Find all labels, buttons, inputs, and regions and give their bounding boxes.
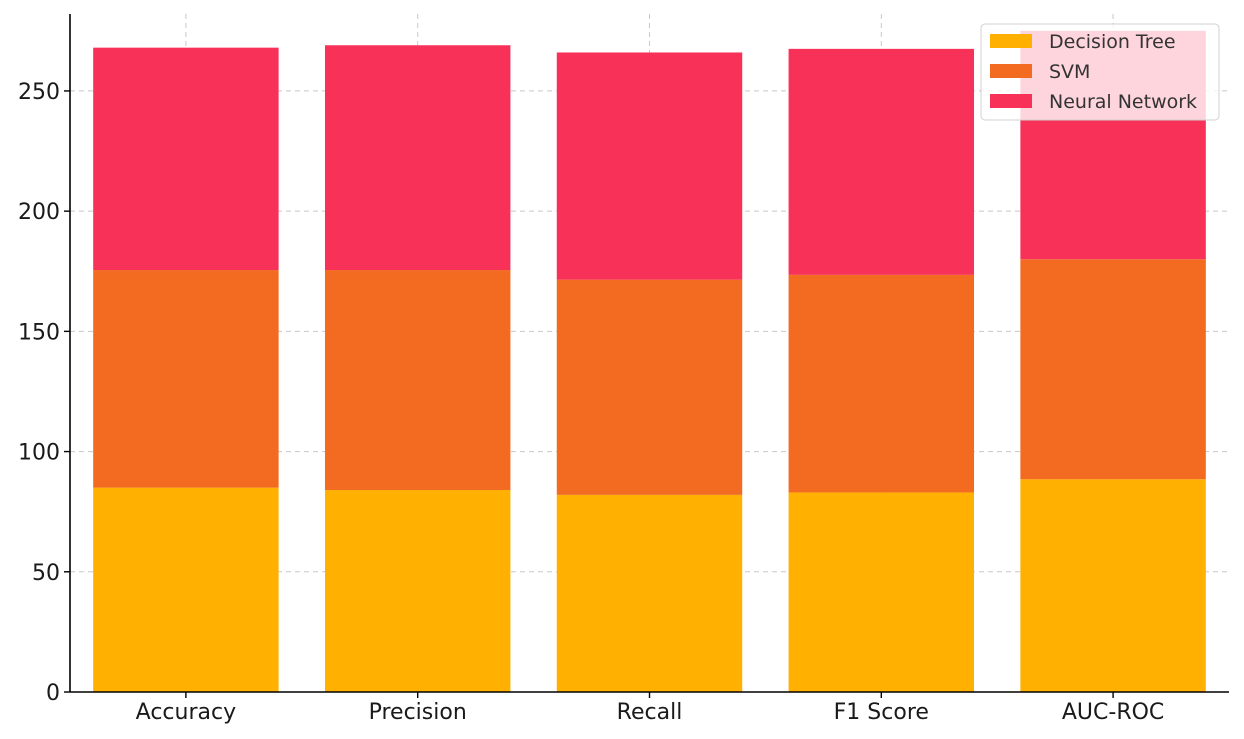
legend-swatch-decision-tree: [990, 34, 1032, 48]
bar-svm-accuracy: [93, 270, 279, 488]
legend-swatch-svm: [990, 64, 1032, 78]
legend-label-svm: SVM: [1049, 61, 1090, 83]
bar-neural-network-recall: [556, 52, 743, 280]
y-tick-label-150: 150: [18, 320, 60, 345]
legend-swatch-neural-network: [990, 94, 1032, 108]
bars: [93, 30, 1206, 692]
y-tick-label-50: 50: [32, 561, 60, 586]
y-tick-label-0: 0: [46, 681, 60, 706]
y-tick-label-200: 200: [18, 200, 60, 225]
x-tick-label-accuracy: Accuracy: [136, 700, 236, 725]
legend-label-neural-network: Neural Network: [1049, 91, 1197, 113]
bar-decision-tree-auc-roc: [1020, 479, 1206, 692]
bar-decision-tree-recall: [556, 494, 743, 692]
y-tick-label-100: 100: [18, 441, 60, 466]
bar-neural-network-precision: [324, 45, 511, 271]
x-tick-label-auc-roc: AUC-ROC: [1062, 700, 1164, 725]
x-tick-label-f1-score: F1 Score: [834, 700, 929, 725]
legend-box: [980, 23, 1220, 121]
axes: [64, 14, 1229, 698]
bar-decision-tree-f1-score: [788, 492, 975, 692]
bar-neural-network-f1-score: [788, 48, 975, 275]
bar-decision-tree-precision: [324, 490, 511, 692]
bar-neural-network-accuracy: [93, 47, 279, 271]
bar-svm-auc-roc: [1020, 259, 1206, 480]
x-tick-label-recall: Recall: [617, 700, 683, 725]
x-tick-label-precision: Precision: [369, 700, 467, 725]
y-tick-label-250: 250: [18, 80, 60, 105]
bar-svm-f1-score: [788, 274, 975, 493]
legend: Decision Tree SVM Neural Network: [980, 23, 1220, 121]
tick-labels: 0 50 100 150 200 250 Accuracy Precision Recall F1…: [18, 80, 1164, 725]
bar-decision-tree-accuracy: [93, 487, 279, 692]
bar-svm-recall: [556, 279, 743, 495]
legend-label-decision-tree: Decision Tree: [1049, 31, 1176, 53]
bar-svm-precision: [324, 270, 511, 491]
